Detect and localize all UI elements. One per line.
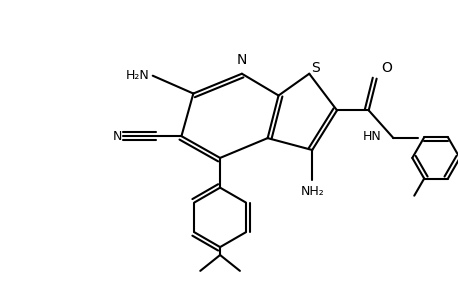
Text: N: N <box>236 53 246 67</box>
Text: NH₂: NH₂ <box>300 185 324 198</box>
Text: H₂N: H₂N <box>126 69 150 82</box>
Text: S: S <box>310 61 319 75</box>
Text: HN: HN <box>362 130 381 142</box>
Text: O: O <box>381 61 392 75</box>
Text: N: N <box>112 130 122 142</box>
